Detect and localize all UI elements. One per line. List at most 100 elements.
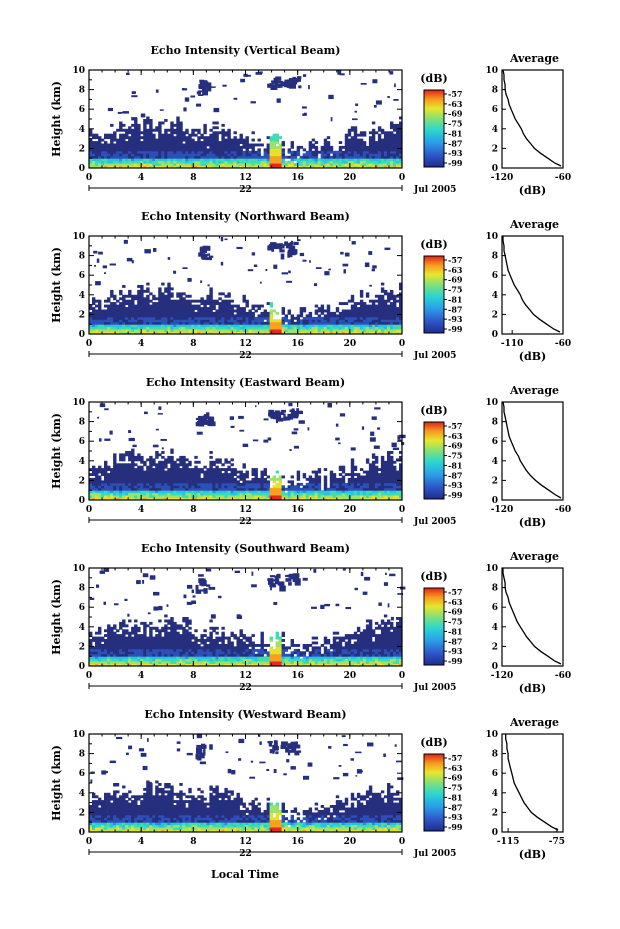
colorbar-unit: (dB) (420, 238, 447, 251)
y-tick-label: 8 (79, 418, 85, 428)
y-tick-label: 10 (72, 66, 85, 76)
profile-y-tick-label: 8 (492, 750, 498, 760)
x-tick-label: 4 (138, 671, 144, 681)
y-tick-label: 10 (72, 232, 85, 242)
x-tick-label: 16 (291, 173, 304, 183)
x-tick-label: 20 (344, 505, 357, 515)
colorbar-tick-label: -75 (448, 119, 462, 129)
colorbar-tick-label: -93 (448, 480, 463, 490)
x-tick-label: 12 (239, 671, 252, 681)
colorbar-tick-label: -75 (448, 451, 462, 461)
colorbar (423, 753, 445, 832)
y-tick-label: 6 (79, 437, 85, 447)
colorbar-tick-label: -99 (448, 656, 463, 666)
x-tick-label: 16 (291, 837, 304, 847)
profile-y-tick-label: 8 (492, 252, 498, 262)
profile-y-tick-label: 6 (492, 437, 498, 447)
profile-y-tick-label: 0 (492, 496, 498, 506)
x-tick-label: 0 (86, 339, 92, 349)
profile-frame (501, 235, 564, 335)
colorbar (423, 421, 445, 500)
y-tick-label: 2 (79, 642, 85, 652)
colorbar-tick-label: -87 (448, 470, 462, 480)
x-axis-label: Local Time (211, 868, 279, 881)
colorbar-tick-label: -99 (448, 822, 463, 832)
profile-line (502, 236, 561, 333)
profile-x-tick-label: -120 (491, 505, 514, 515)
profile-title: Average (509, 550, 559, 563)
x-tick-label: 8 (190, 671, 196, 681)
profile-line (502, 568, 562, 665)
y-tick-label: 6 (79, 603, 85, 613)
profile-line (502, 69, 562, 167)
x-tick-label: 8 (190, 339, 196, 349)
profile-title: Average (509, 716, 559, 729)
x-tick-label: 0 (86, 173, 92, 183)
y-tick-label: 6 (79, 271, 85, 281)
x-tick-label: 0 (399, 173, 405, 183)
profile-frame (501, 69, 564, 169)
panel-1: Echo Intensity (Vertical Beam) 0 2 4 6 8 10 Hei… (50, 44, 571, 197)
y-tick-label: 0 (79, 828, 85, 838)
profile-x-label: (dB) (519, 184, 546, 197)
x-tick-label: 0 (399, 671, 405, 681)
colorbar-tick-label: -57 (448, 753, 462, 763)
panel-2: Echo Intensity (Northward Beam) 0 2 4 6 8 10 He… (50, 210, 571, 363)
y-tick-label: 8 (79, 86, 85, 96)
panel-title: Echo Intensity (Southward Beam) (141, 542, 350, 555)
x-tick-label: 12 (239, 339, 252, 349)
colorbar-tick-label: -69 (448, 773, 463, 783)
panel-title: Echo Intensity (Vertical Beam) (150, 44, 340, 57)
profile-y-tick-label: 10 (485, 564, 498, 574)
y-tick-label: 8 (79, 252, 85, 262)
profile-y-tick-label: 4 (492, 623, 498, 633)
colorbar-tick-label: -99 (448, 490, 463, 500)
colorbar-tick-label: -99 (448, 324, 463, 334)
y-tick-label: 0 (79, 164, 85, 174)
profile-y-tick-label: 2 (492, 808, 498, 818)
month-year-label: Jul 2005 (413, 351, 456, 361)
x-tick-label: 4 (138, 837, 144, 847)
profile-y-tick-label: 8 (492, 86, 498, 96)
profile-x-label: (dB) (519, 682, 546, 695)
profile-y-tick-label: 4 (492, 125, 498, 135)
colorbar-tick-label: -81 (448, 460, 462, 470)
y-axis-label: Height (km) (50, 579, 63, 655)
profile-y-tick-label: 2 (492, 144, 498, 154)
y-tick-label: 4 (79, 125, 85, 135)
y-tick-label: 10 (72, 564, 85, 574)
y-tick-label: 4 (79, 291, 85, 301)
x-tick-label: 20 (344, 671, 357, 681)
x-tick-label: 16 (291, 339, 304, 349)
y-axis-label: Height (km) (50, 413, 63, 489)
x-tick-label: 12 (239, 505, 252, 515)
y-tick-label: 2 (79, 310, 85, 320)
colorbar-unit: (dB) (420, 570, 447, 583)
colorbar-tick-label: -93 (448, 812, 463, 822)
profile-frame (501, 567, 564, 667)
colorbar-tick-label: -63 (448, 265, 463, 275)
profile-title: Average (509, 218, 559, 231)
x-tick-label: 0 (86, 837, 92, 847)
y-tick-label: 4 (79, 789, 85, 799)
x-tick-label: 8 (190, 837, 196, 847)
colorbar-tick-label: -57 (448, 587, 462, 597)
colorbar-tick-label: -75 (448, 285, 462, 295)
panel-4: Echo Intensity (Southward Beam) 0 2 4 6 8 10 He… (50, 542, 571, 695)
x-tick-label: 8 (190, 173, 196, 183)
colorbar-tick-label: -63 (448, 597, 463, 607)
profile-y-tick-label: 6 (492, 271, 498, 281)
profile-y-tick-label: 0 (492, 828, 498, 838)
colorbar-tick-label: -87 (448, 802, 462, 812)
y-tick-label: 2 (79, 144, 85, 154)
y-tick-label: 8 (79, 750, 85, 760)
colorbar-tick-label: -75 (448, 783, 462, 793)
profile-y-tick-label: 0 (492, 330, 498, 340)
colorbar-tick-label: -81 (448, 626, 462, 636)
colorbar-tick-label: -75 (448, 617, 462, 627)
y-axis-label: Height (km) (50, 745, 63, 821)
day-label: 22 (239, 517, 252, 527)
profile-x-tick-label: -60 (555, 173, 571, 183)
colorbar-tick-label: -93 (448, 646, 463, 656)
